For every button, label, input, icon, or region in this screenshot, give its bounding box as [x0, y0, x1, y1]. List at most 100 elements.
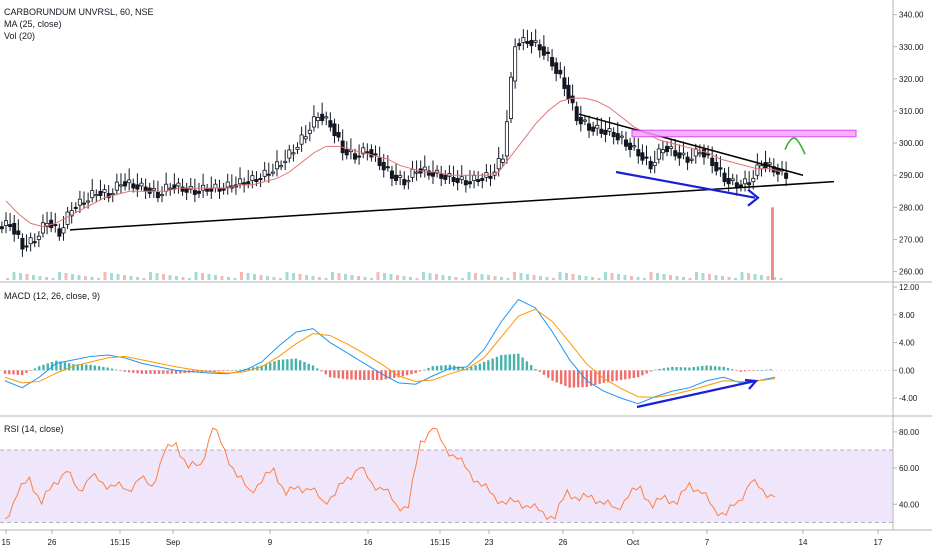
volume-bar: [292, 273, 295, 280]
volume-bar: [409, 277, 412, 280]
macd-hist-up: [33, 368, 37, 371]
candle-down: [352, 153, 357, 160]
macd-hist-down: [397, 370, 400, 378]
volume-bar: [25, 274, 29, 280]
time-tick-label: Oct: [627, 538, 640, 547]
macd-hist-down: [375, 370, 379, 381]
candle-down: [123, 181, 128, 187]
volume-bar: [610, 273, 614, 280]
candle-up: [693, 148, 698, 157]
price-tick-label: 270.00: [899, 235, 924, 244]
candle-up: [28, 237, 33, 245]
volume-bar: [38, 276, 42, 280]
macd-hist-up: [769, 369, 772, 371]
candle-down: [16, 230, 21, 235]
candle-down: [611, 131, 616, 138]
candle-up: [607, 128, 612, 132]
rsi-line: [4, 427, 776, 521]
candle-up: [619, 135, 624, 138]
rsi-band: [0, 449, 893, 523]
candle-up: [521, 37, 526, 43]
candle-down: [258, 178, 263, 181]
macd-hist-up: [683, 367, 687, 371]
symbol-title: CARBORUNDUM UNVRSL, 60, NSE: [4, 7, 154, 17]
time-tick-label: 26: [48, 538, 57, 547]
macd-hist-up: [491, 358, 494, 371]
price-tick-label: 330.00: [899, 43, 924, 52]
volume-bar: [617, 274, 620, 280]
macd-hist-up: [474, 365, 477, 371]
volume-bar: [545, 277, 549, 280]
candle-down: [463, 180, 468, 186]
volume-bar: [487, 275, 490, 280]
candle-up: [160, 194, 165, 197]
candle-down: [32, 241, 37, 244]
macd-hist-up: [269, 362, 272, 371]
macd-hist-down: [559, 370, 563, 385]
macd-hist-up: [93, 365, 97, 371]
candle-down: [24, 245, 29, 248]
candle-up: [225, 181, 230, 188]
candle-down: [476, 179, 481, 183]
candle-down: [648, 160, 653, 170]
candle-up: [755, 164, 760, 176]
candle-down: [701, 149, 706, 158]
candle-down: [714, 161, 719, 172]
macd-hist-down: [29, 370, 32, 371]
candle-up: [689, 158, 694, 161]
volume-bar: [656, 273, 659, 280]
macd-hist-up: [97, 366, 101, 371]
volume-bar: [45, 277, 48, 280]
candle-down: [574, 106, 579, 122]
candle-down: [135, 184, 140, 190]
candle-down: [562, 77, 567, 89]
volume-spike-bar: [771, 207, 774, 280]
volume-bar: [246, 273, 250, 280]
macd-line: [4, 298, 776, 405]
volume-bar: [58, 272, 61, 280]
volume-bar: [266, 276, 269, 280]
candle-up: [697, 152, 702, 155]
candle-down: [57, 228, 62, 237]
volume-bar: [376, 272, 380, 280]
macd-hist-up: [470, 366, 473, 371]
macd-tick-label: 0.00: [899, 366, 915, 375]
macd-hist-down: [132, 370, 135, 373]
rsi-legend: RSI (14, close): [4, 424, 64, 434]
candle-up: [102, 189, 107, 193]
candle-down: [377, 157, 382, 166]
candle-down: [192, 189, 197, 195]
macd-hist-down: [3, 370, 7, 374]
volume-bar: [513, 272, 516, 280]
volume-bar: [311, 276, 315, 280]
macd-hist-up: [679, 367, 683, 371]
candle-down: [320, 113, 325, 122]
candle-down: [558, 69, 563, 75]
macd-hist-up: [457, 366, 460, 371]
volume-bar: [721, 276, 724, 280]
candle-down: [747, 182, 752, 186]
candle-up: [4, 220, 9, 226]
macd-hist-down: [230, 370, 233, 371]
candle-up: [176, 182, 181, 187]
volume-bar: [701, 273, 705, 280]
candle-up: [504, 121, 509, 157]
macd-hist-up: [482, 362, 486, 371]
macd-hist-down: [410, 370, 413, 375]
volume-bar: [97, 278, 100, 280]
price-panel: 340.00 330.00 320.00 310.00 300.00 290.00 280.…: [0, 11, 924, 280]
candle-up: [77, 198, 82, 206]
candle-up: [36, 235, 41, 240]
candle-down: [394, 174, 399, 181]
macd-hist-up: [487, 360, 490, 371]
candle-up: [496, 158, 501, 170]
candle-up: [86, 200, 91, 203]
volume-bar: [454, 277, 458, 280]
volume-bar: [194, 272, 198, 280]
macd-hist-up: [42, 364, 45, 371]
macd-hist-down: [328, 370, 332, 378]
candle-up: [118, 184, 123, 187]
macd-hist-up: [478, 363, 482, 371]
volume-bar: [90, 277, 94, 280]
macd-hist-down: [144, 370, 148, 374]
